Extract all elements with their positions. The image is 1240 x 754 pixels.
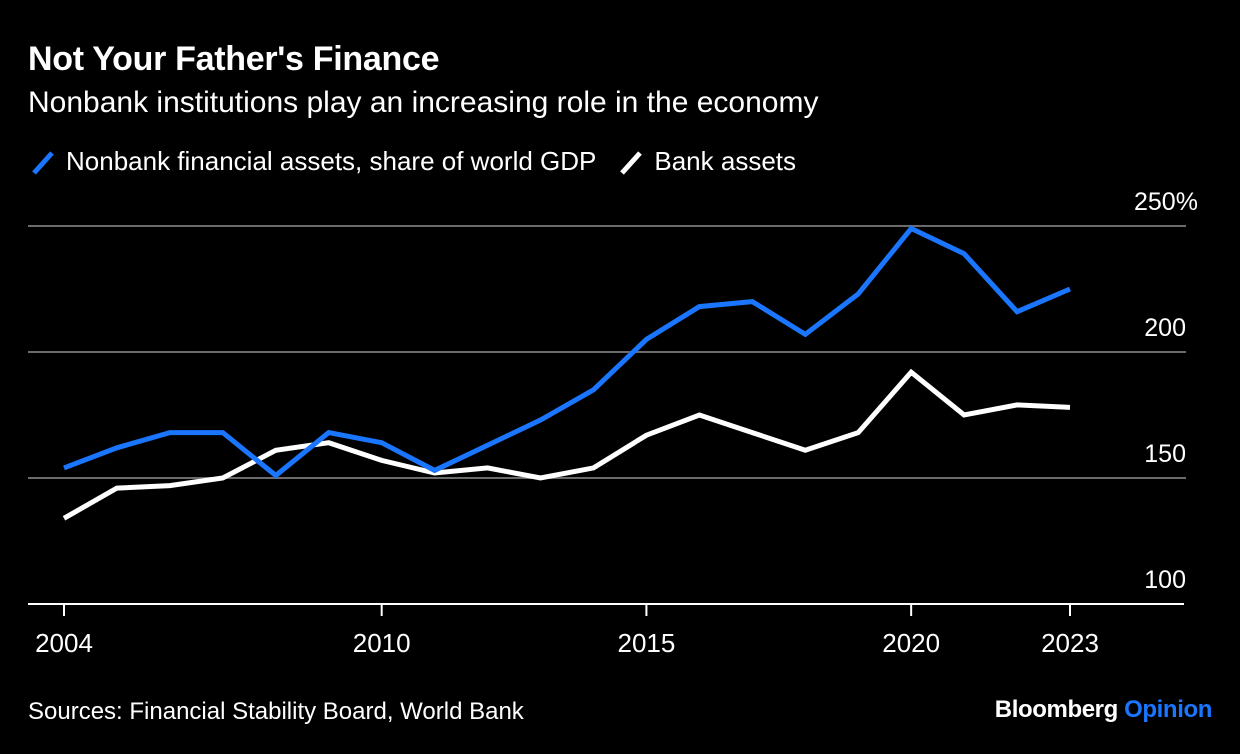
legend-item-nonbank: Nonbank financial assets, share of world… (30, 146, 596, 177)
x-tick-label-2004: 2004 (35, 628, 93, 658)
legend-swatch-nonbank (32, 150, 54, 175)
x-tick-label-2010: 2010 (353, 628, 411, 658)
x-tick-label-2020: 2020 (882, 628, 940, 658)
brand-logo: Bloomberg Opinion (994, 696, 1213, 724)
legend: Nonbank financial assets, share of world… (30, 146, 818, 177)
line-chart: 100 150 200 250% 2004 2010 2015 2020 2023 (28, 188, 1198, 658)
y-tick-label-100: 100 (1144, 566, 1186, 594)
legend-label-bank: Bank assets (654, 146, 797, 176)
brand-suffix: Opinion (1124, 696, 1212, 723)
chart-subtitle: Nonbank institutions play an increasing … (28, 86, 819, 119)
source-note: Sources: Financial Stability Board, Worl… (28, 698, 524, 725)
y-tick-label-150: 150 (1144, 440, 1186, 468)
x-tick-label-2015: 2015 (617, 628, 675, 658)
brand-name: Bloomberg (994, 696, 1118, 723)
legend-item-bank: Bank assets (618, 146, 796, 177)
series-line-nonbank (63, 225, 1071, 479)
series-line-bank (62, 368, 1071, 521)
y-tick-label-250: 250% (1134, 188, 1198, 216)
legend-swatch-bank (620, 150, 643, 175)
legend-label-nonbank: Nonbank financial assets, share of world… (66, 146, 597, 176)
chart-title: Not Your Father's Finance (28, 40, 440, 78)
y-tick-label-200: 200 (1144, 314, 1186, 342)
x-tick-label-2023: 2023 (1041, 628, 1099, 658)
